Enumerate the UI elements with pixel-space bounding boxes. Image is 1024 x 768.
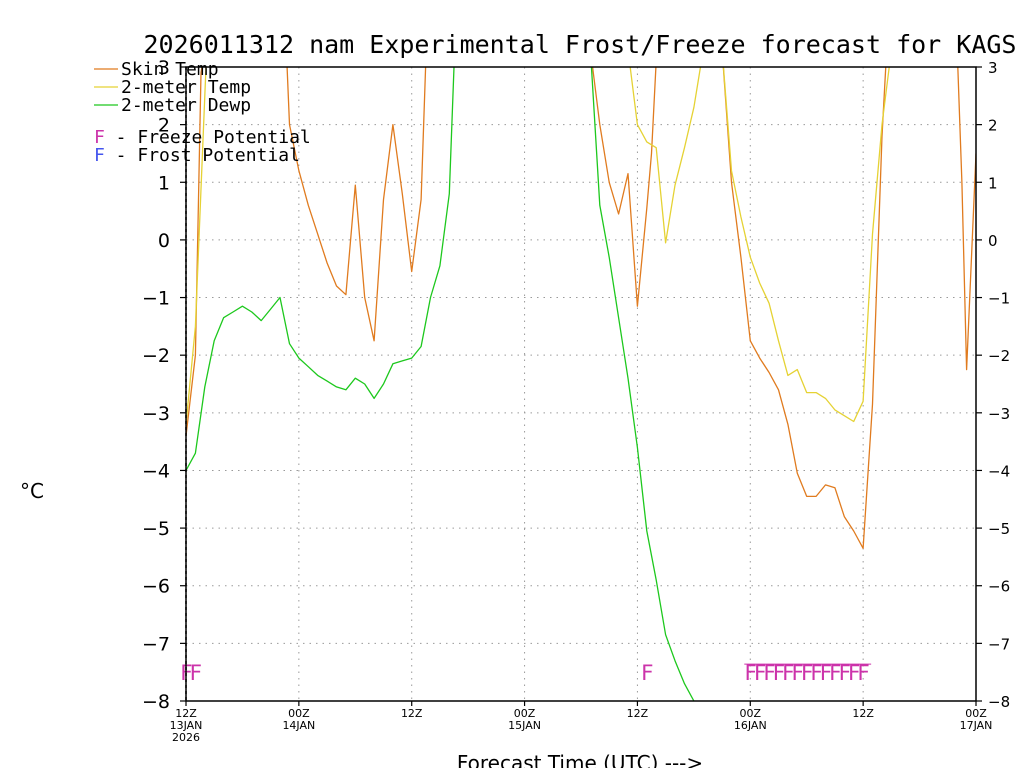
- freeze-mark: F: [189, 661, 202, 685]
- series-line-2-meter-temp: [186, 67, 890, 425]
- x-tick-label: 17JAN: [960, 719, 993, 732]
- x-tick-label: 00Z: [740, 707, 762, 720]
- legend-potential-entry: F - Freeze Potential: [94, 127, 311, 148]
- grid-lines: [186, 67, 976, 701]
- y-tick-label-left: 1: [158, 172, 170, 194]
- plot-frame: [185, 66, 977, 702]
- x-axis-label: Forecast Time (UTC) --->: [457, 751, 703, 768]
- series-line-skin-temp: [186, 67, 976, 549]
- freeze-mark: F: [829, 661, 842, 685]
- freeze-mark: F: [810, 661, 823, 685]
- y-tick-label-left: −6: [142, 576, 170, 598]
- series-line-2-meter-dewp: [186, 67, 695, 701]
- y-tick-label-right: 3: [988, 59, 998, 77]
- freeze-mark: F: [838, 661, 851, 685]
- x-tick-label: 2026: [172, 731, 200, 744]
- y-tick-label-left: −7: [142, 633, 170, 655]
- x-tick-label: 14JAN: [282, 719, 315, 732]
- legend-label: 2-meter Dewp: [121, 95, 251, 116]
- x-tick-label: 12Z: [852, 707, 874, 720]
- freeze-mark: F: [782, 661, 795, 685]
- y-tick-label-left: −8: [142, 691, 170, 713]
- y-tick-label-right: 2: [988, 117, 998, 135]
- x-tick-label: 15JAN: [508, 719, 541, 732]
- legend-potential-entry: F - Frost Potential: [94, 145, 300, 166]
- y-tick-label-left: 2: [158, 115, 170, 137]
- y-axis-label: °C: [20, 479, 44, 503]
- y-tick-label-right: −6: [988, 578, 1010, 596]
- y-tick-label-left: −4: [142, 460, 170, 482]
- y-tick-label-right: −2: [988, 347, 1010, 365]
- y-tick-label-right: −7: [988, 635, 1010, 653]
- y-tick-label-right: −1: [988, 290, 1010, 308]
- legend-label: 2-meter Temp: [121, 77, 251, 98]
- y-tick-label-right: −8: [988, 693, 1010, 711]
- x-tick-label: 00Z: [514, 707, 536, 720]
- x-tick-label: 00Z: [288, 707, 310, 720]
- x-tick-label: 13JAN: [170, 719, 203, 732]
- y-tick-label-right: −3: [988, 405, 1010, 423]
- chart-title: 2026011312 nam Experimental Frost/Freeze…: [144, 30, 1017, 59]
- y-axis-ticks: −8 −8 −7 −7 −6 −6 −5 −5 −4 −4 −3 −3 −2 −2 −1 −1 0 0 1 1 2 2 3 3: [142, 57, 1010, 713]
- y-tick-label-right: −4: [988, 462, 1010, 480]
- y-tick-label-right: −5: [988, 520, 1010, 538]
- freeze-mark: F: [773, 661, 786, 685]
- freeze-mark: F: [791, 661, 804, 685]
- y-tick-label-left: −1: [142, 288, 170, 310]
- freeze-mark: F: [763, 661, 776, 685]
- series-lines: [186, 67, 976, 701]
- y-tick-label-left: 3: [158, 57, 170, 79]
- x-tick-label: 12Z: [627, 707, 649, 720]
- legend-label: Skin Temp: [121, 59, 219, 80]
- x-tick-label: 12Z: [175, 707, 197, 720]
- y-tick-label-left: −5: [142, 518, 170, 540]
- y-tick-label-left: −3: [142, 403, 170, 425]
- freeze-mark: F: [848, 661, 861, 685]
- x-tick-label: 16JAN: [734, 719, 767, 732]
- freeze-mark: F: [754, 661, 767, 685]
- freeze-marks: FFFFFFFFFFFFFFFF: [180, 661, 872, 685]
- y-tick-label-left: 0: [158, 230, 170, 252]
- plot-border: [185, 66, 977, 702]
- x-tick-label: 12Z: [401, 707, 423, 720]
- freeze-mark: F: [744, 661, 757, 685]
- freeze-mark: F: [857, 661, 870, 685]
- freeze-mark: F: [801, 661, 814, 685]
- freeze-mark: F: [820, 661, 833, 685]
- y-tick-label-right: 0: [988, 232, 998, 250]
- x-tick-label: 00Z: [965, 707, 987, 720]
- freeze-mark: F: [641, 661, 654, 685]
- y-tick-label-right: 1: [988, 174, 998, 192]
- y-tick-label-left: −2: [142, 345, 170, 367]
